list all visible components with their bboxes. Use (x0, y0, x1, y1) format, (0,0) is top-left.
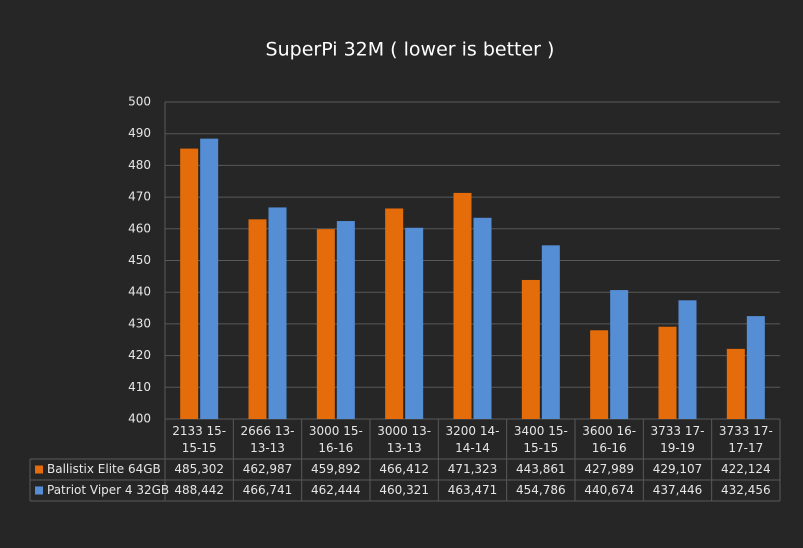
x-tick-label: 3000 13-13-13 (377, 424, 431, 455)
table-value: 422,124 (721, 462, 771, 476)
y-tick-label: 440 (128, 285, 151, 299)
table-value: 437,446 (653, 483, 703, 497)
y-tick-label: 490 (128, 126, 151, 140)
bar (678, 300, 697, 419)
bar (658, 326, 677, 419)
x-tick-label: 3000 15-16-16 (309, 424, 363, 455)
y-tick-label: 460 (128, 221, 151, 235)
bar (385, 208, 404, 419)
x-tick-label: 3200 14-14-14 (446, 424, 500, 455)
bar (200, 138, 219, 419)
x-tick-label: 3600 16-16-16 (582, 424, 636, 455)
table-value: 471,323 (448, 462, 498, 476)
bar (746, 316, 765, 419)
x-tick-label: 2666 13-13-13 (241, 424, 295, 455)
y-tick-label: 410 (128, 380, 151, 394)
table-value: 459,892 (311, 462, 361, 476)
table-value: 462,987 (243, 462, 293, 476)
x-tick-label: 3733 17-17-17 (719, 424, 773, 455)
bar (405, 227, 424, 419)
bar (610, 290, 629, 419)
table-value: 443,861 (516, 462, 566, 476)
table-value: 454,786 (516, 483, 566, 497)
table-value: 440,674 (584, 483, 634, 497)
table-value: 488,442 (174, 483, 224, 497)
legend-swatch (35, 465, 43, 474)
bar (726, 348, 745, 419)
bar (268, 207, 287, 419)
x-tick-label: 3400 15-15-15 (514, 424, 568, 455)
bar (316, 229, 335, 419)
chart-title: SuperPi 32M ( lower is better ) (266, 39, 555, 61)
y-tick-label: 500 (128, 95, 151, 109)
table-value: 466,741 (243, 483, 293, 497)
table-value: 485,302 (174, 462, 224, 476)
y-tick-label: 450 (128, 253, 151, 267)
y-tick-label: 420 (128, 348, 151, 362)
bar (336, 221, 355, 419)
legend-label: Ballistix Elite 64GB (47, 462, 161, 476)
y-tick-label: 400 (128, 412, 151, 426)
table-value: 427,989 (584, 462, 634, 476)
legend-swatch (35, 486, 43, 495)
table-value: 462,444 (311, 483, 361, 497)
y-tick-label: 430 (128, 316, 151, 330)
bar (180, 148, 199, 420)
table-value: 429,107 (653, 462, 703, 476)
bar (473, 217, 492, 419)
bar (590, 330, 609, 419)
y-tick-label: 480 (128, 158, 151, 172)
bar (453, 192, 472, 419)
table-value: 463,471 (448, 483, 498, 497)
y-tick-label: 470 (128, 190, 151, 204)
x-tick-label: 2133 15-15-15 (172, 424, 226, 455)
table-value: 432,456 (721, 483, 771, 497)
x-tick-label: 3733 17-19-19 (651, 424, 705, 455)
table-value: 460,321 (379, 483, 429, 497)
bar (521, 279, 540, 419)
bar (541, 245, 560, 419)
legend-label: Patriot Viper 4 32GB (47, 483, 169, 497)
table-value: 466,412 (379, 462, 429, 476)
bar (248, 219, 267, 419)
